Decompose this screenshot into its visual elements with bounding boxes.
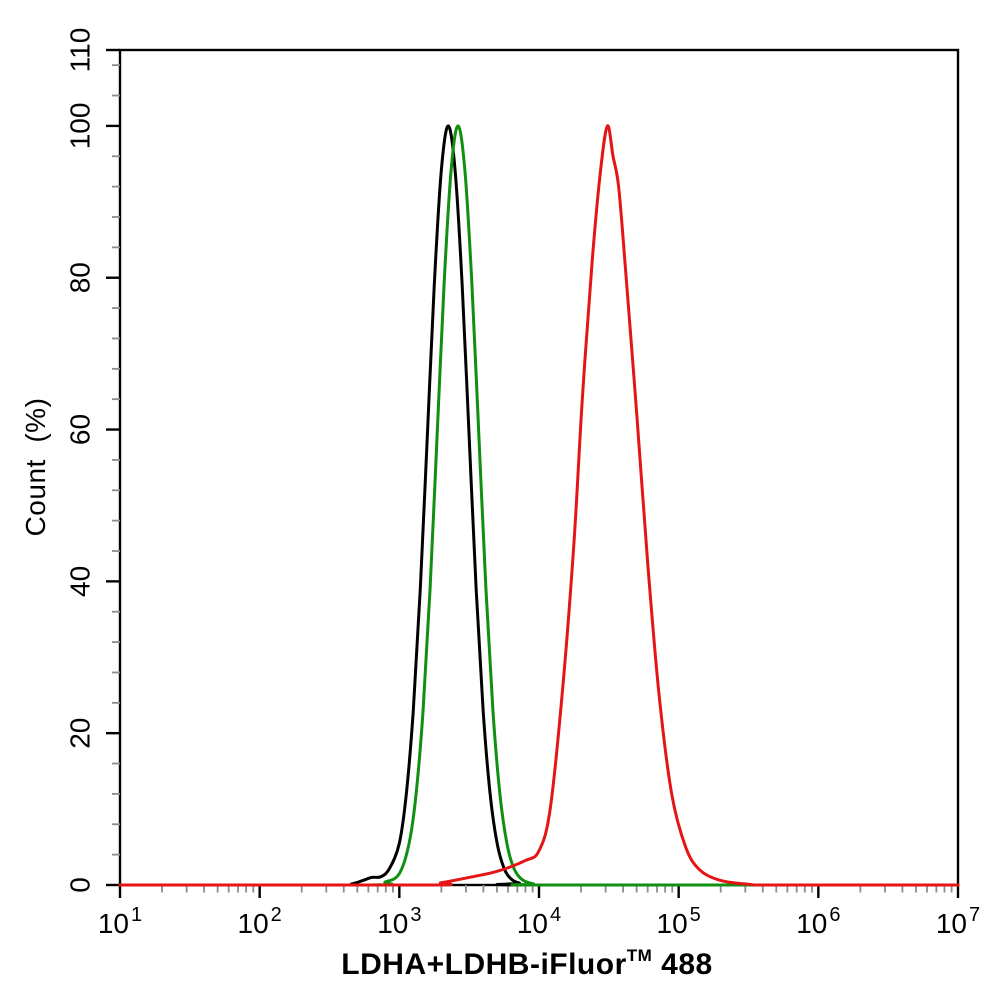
plot-frame xyxy=(118,48,960,887)
curve-black xyxy=(118,124,960,887)
x-axis-title-tail: 488 xyxy=(652,948,713,981)
y-tick-label: 110 xyxy=(65,28,96,73)
curve-red xyxy=(118,124,960,887)
x-tick-label: 10 5 xyxy=(657,904,701,939)
y-tick-label: 60 xyxy=(65,414,96,445)
trademark-superscript: TM xyxy=(626,946,653,965)
y-tick-label: 80 xyxy=(65,262,96,293)
x-tick-label: 10 3 xyxy=(377,904,421,939)
y-tick-label: 0 xyxy=(65,877,96,893)
y-tick-label: 100 xyxy=(65,103,96,150)
x-tick-label: 10 6 xyxy=(796,904,840,939)
y-tick-label: 40 xyxy=(65,566,96,597)
x-tick-label: 10 7 xyxy=(936,904,980,939)
x-axis-title-main: LDHA+LDHB-iFluor xyxy=(341,948,627,981)
y-axis-title: Count (%) xyxy=(20,397,51,537)
curve-green xyxy=(118,124,960,887)
y-tick-label: 20 xyxy=(65,718,96,749)
x-tick-label: 10 4 xyxy=(517,904,561,939)
x-axis-title: LDHA+LDHB-iFluorTM 488 xyxy=(341,946,713,982)
x-tick-label: 10 1 xyxy=(98,904,142,939)
x-tick-label: 10 2 xyxy=(238,904,282,939)
